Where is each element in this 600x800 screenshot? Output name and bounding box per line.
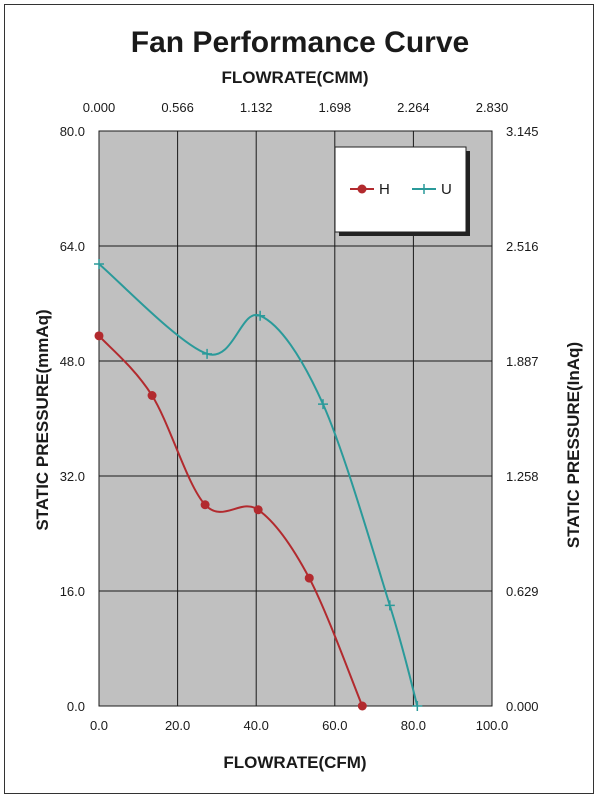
- y2-tick-label: 1.887: [506, 354, 539, 369]
- x2-axis-label: FLOWRATE(CMM): [222, 68, 369, 87]
- series-u-point: [255, 310, 266, 321]
- series-h-point: [147, 391, 157, 400]
- legend-marker-h: [357, 184, 367, 194]
- series-u-line: [98, 263, 419, 707]
- y2-tick-label: 3.145: [506, 124, 539, 139]
- x2-tick-label: 2.830: [476, 100, 509, 115]
- series-u-point: [384, 600, 395, 611]
- series-h: [94, 331, 367, 711]
- x2-tick-label: 0.000: [83, 100, 116, 115]
- x-tick-label: 80.0: [401, 718, 426, 733]
- y-tick-label: 48.0: [60, 354, 85, 369]
- x-tick-label: 20.0: [165, 718, 190, 733]
- grid-lines: [98, 130, 493, 707]
- series-u-point: [318, 399, 329, 410]
- x2-tick-label: 2.264: [397, 100, 430, 115]
- legend-item-u: U: [412, 181, 452, 198]
- x-tick-label: 0.0: [90, 718, 108, 733]
- y-tick-label: 32.0: [60, 469, 85, 484]
- y-tick-label: 64.0: [60, 239, 85, 254]
- legend-item-h: H: [350, 181, 390, 198]
- y-tick-label: 16.0: [60, 584, 85, 599]
- plot-border: [98, 130, 493, 707]
- x-tick-label: 100.0: [476, 718, 509, 733]
- chart-title: Fan Performance Curve: [131, 26, 469, 59]
- series-h-point: [253, 505, 263, 515]
- y2-tick-label: 1.258: [506, 469, 539, 484]
- y2-tick-label: 2.516: [506, 239, 539, 254]
- series-h-point: [200, 500, 210, 510]
- y2-axis-label: STATIC PRESSURE(InAq): [564, 342, 583, 548]
- legend-marker-u: [419, 184, 429, 194]
- series-u-point: [94, 258, 104, 269]
- x-tick-label: 60.0: [322, 718, 347, 733]
- legend-label-h: H: [379, 181, 390, 198]
- y2-tick-label: 0.629: [506, 584, 539, 599]
- x-axis-label: FLOWRATE(CFM): [223, 753, 366, 772]
- y-tick-label: 80.0: [60, 124, 85, 139]
- x2-tick-label: 0.566: [161, 100, 194, 115]
- series-u: [94, 258, 423, 711]
- series-h-point: [304, 573, 314, 583]
- x2-tick-label: 1.132: [240, 100, 273, 115]
- y-tick-label: 0.0: [67, 699, 85, 714]
- y2-tick-label: 0.000: [506, 699, 539, 714]
- x2-tick-label: 1.698: [319, 100, 352, 115]
- series-h-point: [357, 701, 367, 711]
- legend-label-u: U: [441, 181, 452, 198]
- series-layer: [94, 258, 423, 711]
- series-u-point: [202, 348, 213, 359]
- series-u-point: [412, 701, 423, 711]
- y-axis-label: STATIC PRESSURE(mmAq): [33, 309, 52, 530]
- tick-labels: 0.0 20.0 40.0 60.0 80.0 100.0 0.000 0.566 1.132 1…: [60, 100, 539, 733]
- x-tick-label: 40.0: [244, 718, 269, 733]
- series-h-point: [94, 331, 104, 341]
